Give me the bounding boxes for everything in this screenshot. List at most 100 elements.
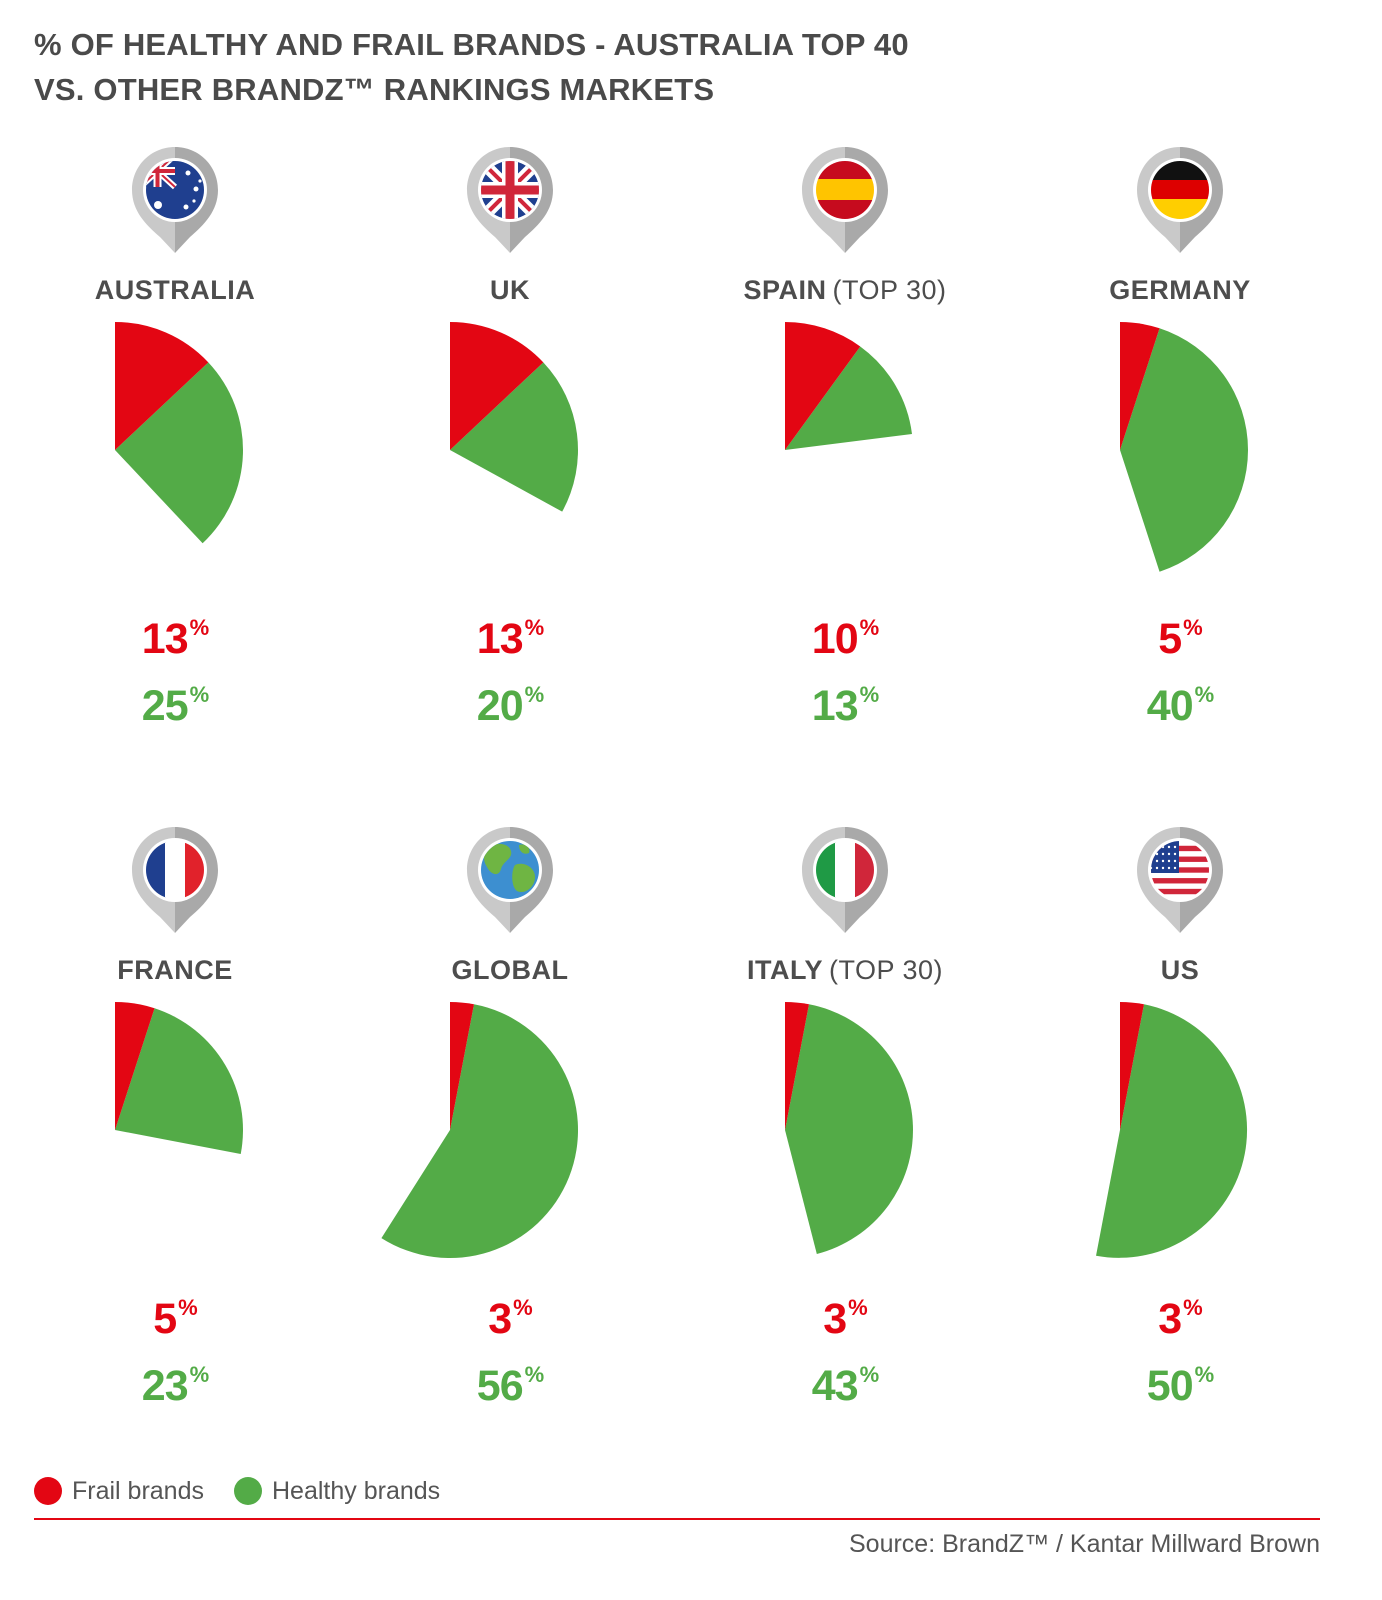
healthy-percent-label: 25% bbox=[5, 682, 345, 731]
healthy-percent-label: 13% bbox=[675, 682, 1015, 731]
healthy-percent-label: 43% bbox=[675, 1362, 1015, 1411]
percent-sign: % bbox=[189, 615, 210, 640]
legend-item-frail: Frail brands bbox=[34, 1477, 204, 1506]
healthy-percent-label: 56% bbox=[340, 1362, 680, 1411]
globe-icon bbox=[465, 825, 555, 935]
country-name: AUSTRALIA bbox=[94, 275, 256, 305]
healthy-percent-label: 50% bbox=[1010, 1362, 1350, 1411]
country-name: ITALY bbox=[746, 955, 823, 985]
percent-sign: % bbox=[1183, 1295, 1203, 1320]
title-line-1: % OF HEALTHY AND FRAIL BRANDS - AUSTRALI… bbox=[34, 27, 909, 62]
healthy-dot-icon bbox=[234, 1477, 262, 1505]
market-chart: GLOBAL 3% 56% bbox=[340, 825, 680, 1465]
country-name: UK bbox=[490, 275, 530, 305]
market-chart: GERMANY 5% 40% bbox=[1010, 145, 1350, 785]
healthy-percent-value: 56 bbox=[476, 1362, 524, 1410]
frail-slice bbox=[785, 1002, 809, 1130]
market-chart: US 3% 50% bbox=[1010, 825, 1350, 1465]
healthy-slice bbox=[1120, 328, 1249, 572]
frail-percent-label: 13% bbox=[5, 615, 345, 664]
percent-sign: % bbox=[178, 1295, 198, 1320]
frail-slice bbox=[450, 1002, 474, 1130]
percent-sign: % bbox=[859, 682, 880, 707]
country-label: GERMANY bbox=[1010, 275, 1350, 306]
percent-sign: % bbox=[859, 1362, 880, 1387]
frail-percent-value: 13 bbox=[476, 615, 524, 663]
frail-percent-label: 5% bbox=[5, 1295, 345, 1344]
frail-slice bbox=[1120, 1002, 1144, 1130]
healthy-percent-value: 43 bbox=[811, 1362, 859, 1410]
market-chart: ITALY (TOP 30) 3% 43% bbox=[675, 825, 1015, 1465]
pie-chart bbox=[115, 322, 244, 544]
country-name: US bbox=[1160, 955, 1200, 985]
healthy-percent-value: 40 bbox=[1146, 682, 1194, 730]
frail-slice bbox=[1120, 322, 1160, 450]
country-label: AUSTRALIA bbox=[5, 275, 345, 306]
frail-percent-value: 10 bbox=[811, 615, 859, 663]
country-label: ITALY (TOP 30) bbox=[675, 955, 1015, 986]
frail-percent-value: 3 bbox=[1158, 1295, 1182, 1343]
healthy-slice bbox=[115, 1008, 243, 1154]
healthy-percent-value: 13 bbox=[811, 682, 859, 730]
frail-slice bbox=[115, 322, 209, 450]
legend: Frail brands Healthy brands bbox=[34, 1474, 470, 1508]
market-chart: FRANCE 5% 23% bbox=[5, 825, 345, 1465]
country-name: SPAIN bbox=[743, 275, 827, 305]
us-flag-icon bbox=[1135, 825, 1225, 935]
country-label: GLOBAL bbox=[340, 955, 680, 986]
frail-percent-value: 5 bbox=[1158, 615, 1182, 663]
legend-label-healthy: Healthy brands bbox=[272, 1476, 441, 1505]
title-line-2: VS. OTHER BRANDZ™ RANKINGS MARKETS bbox=[34, 72, 715, 107]
frail-percent-value: 3 bbox=[823, 1295, 847, 1343]
market-chart: SPAIN (TOP 30) 10% 13% bbox=[675, 145, 1015, 785]
frail-percent-label: 10% bbox=[675, 615, 1015, 664]
country-name: FRANCE bbox=[117, 955, 233, 985]
percent-sign: % bbox=[189, 682, 210, 707]
pie-chart bbox=[1120, 322, 1249, 572]
healthy-slice bbox=[1096, 1004, 1248, 1258]
frail-percent-label: 3% bbox=[340, 1295, 680, 1344]
percent-sign: % bbox=[513, 1295, 533, 1320]
healthy-percent-label: 40% bbox=[1010, 682, 1350, 731]
country-label: UK bbox=[340, 275, 680, 306]
percent-sign: % bbox=[524, 615, 545, 640]
percent-sign: % bbox=[1194, 1362, 1215, 1387]
frail-percent-label: 3% bbox=[1010, 1295, 1350, 1344]
spain-flag-icon bbox=[800, 145, 890, 255]
country-suffix: (TOP 30) bbox=[828, 955, 944, 985]
country-name: GERMANY bbox=[1109, 275, 1251, 305]
page-title: % OF HEALTHY AND FRAIL BRANDS - AUSTRALI… bbox=[34, 22, 909, 112]
percent-sign: % bbox=[524, 1362, 545, 1387]
market-chart: UK 13% 20% bbox=[340, 145, 680, 785]
percent-sign: % bbox=[1183, 615, 1203, 640]
country-name: GLOBAL bbox=[451, 955, 569, 985]
healthy-slice bbox=[785, 346, 912, 450]
frail-percent-label: 13% bbox=[340, 615, 680, 664]
frail-percent-value: 13 bbox=[141, 615, 189, 663]
percent-sign: % bbox=[848, 1295, 868, 1320]
healthy-slice bbox=[450, 362, 579, 512]
country-suffix: (TOP 30) bbox=[832, 275, 947, 305]
frail-percent-value: 3 bbox=[488, 1295, 512, 1343]
healthy-percent-label: 23% bbox=[5, 1362, 345, 1411]
france-flag-icon bbox=[130, 825, 220, 935]
italy-flag-icon bbox=[800, 825, 890, 935]
healthy-percent-label: 20% bbox=[340, 682, 680, 731]
uk-flag-icon bbox=[465, 145, 555, 255]
frail-slice bbox=[115, 1002, 155, 1130]
frail-slice bbox=[785, 322, 861, 450]
country-label: FRANCE bbox=[5, 955, 345, 986]
healthy-slice bbox=[785, 1004, 913, 1254]
healthy-slice bbox=[115, 362, 244, 544]
pie-chart bbox=[785, 322, 912, 450]
legend-item-healthy: Healthy brands bbox=[234, 1477, 440, 1506]
healthy-percent-value: 25 bbox=[141, 682, 189, 730]
healthy-percent-value: 23 bbox=[141, 1362, 189, 1410]
country-label: US bbox=[1010, 955, 1350, 986]
healthy-percent-value: 50 bbox=[1146, 1362, 1194, 1410]
germany-flag-icon bbox=[1135, 145, 1225, 255]
pie-chart bbox=[785, 1002, 913, 1254]
percent-sign: % bbox=[1194, 682, 1215, 707]
percent-sign: % bbox=[189, 1362, 210, 1387]
pie-chart bbox=[381, 1002, 579, 1259]
